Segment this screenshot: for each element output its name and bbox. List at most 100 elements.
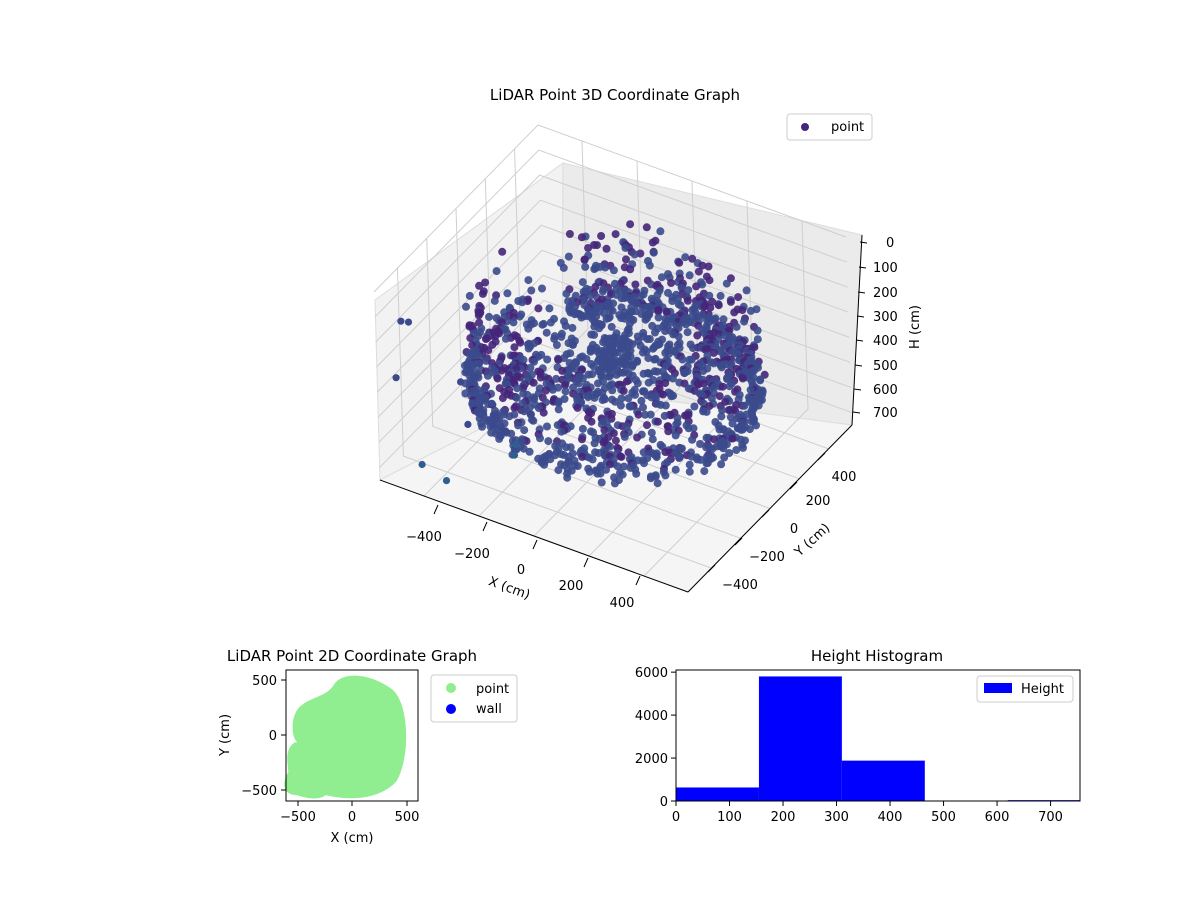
cloud-point (611, 230, 620, 239)
legend-3d: point (786, 113, 873, 141)
cloud-point (524, 344, 533, 353)
cloud-point (696, 440, 705, 448)
cloud-point (595, 324, 604, 333)
cloud-point (626, 220, 635, 229)
cloud-point (656, 227, 665, 236)
cloud-point (604, 372, 613, 381)
cloud-point (601, 263, 610, 272)
cloud-point (684, 286, 693, 295)
cloud-point (632, 469, 641, 478)
legend-label-point: point (831, 120, 864, 135)
x-tick-label-2d: 500 (395, 810, 420, 825)
cloud-point (490, 296, 499, 305)
cloud-point (505, 412, 514, 421)
cloud-point (617, 294, 626, 303)
cloud-point (726, 413, 735, 422)
cloud-point (561, 387, 570, 396)
cloud-point (501, 334, 510, 343)
cloud-point (544, 437, 553, 446)
outlier-point (397, 317, 405, 325)
histogram-title: Height Histogram (811, 647, 943, 665)
cloud-point (598, 396, 607, 404)
cloud-point (540, 460, 549, 469)
cloud-point (644, 378, 653, 387)
cloud-point (675, 258, 684, 267)
cloud-point (512, 393, 521, 402)
cloud-point (720, 453, 729, 462)
cloud-point (611, 436, 620, 445)
plot-3d: LiDAR Point 3D Coordinate Graph −400 −20… (373, 86, 923, 611)
cloud-point (578, 424, 587, 433)
y-tick-label-2d: 0 (269, 729, 277, 744)
cloud-point (514, 421, 523, 430)
cloud-point (597, 478, 606, 487)
cloud-point (620, 462, 628, 471)
cloud-point (543, 355, 552, 364)
cloud-point (649, 344, 657, 353)
cloud-point (665, 448, 674, 457)
cloud-point (597, 232, 606, 240)
x-axis-label-2d: X (cm) (331, 831, 374, 846)
histogram-x-tick-label: 0 (672, 810, 680, 825)
cloud-point (719, 315, 728, 324)
histogram-x-tick-label: 500 (931, 810, 956, 825)
cloud-point (602, 314, 611, 323)
cloud-point (654, 307, 663, 316)
cloud-point (683, 296, 692, 305)
legend-histogram: Height (976, 675, 1074, 703)
cloud-point (685, 271, 694, 280)
y-tick-label: 0 (790, 522, 798, 537)
histogram-y-ticks: 0 2000 4000 6000 (635, 666, 676, 810)
outlier-point (464, 420, 472, 428)
cloud-point (682, 320, 690, 329)
cloud-point (641, 315, 650, 324)
cloud-point (653, 417, 662, 426)
legend-label-height: Height (1021, 682, 1064, 697)
cloud-point (483, 371, 492, 380)
cloud-point (577, 313, 586, 322)
cloud-point (554, 466, 563, 475)
cloud-point (745, 425, 754, 434)
cloud-point (709, 359, 718, 368)
cloud-point (633, 299, 641, 308)
cloud-point (646, 410, 655, 419)
cloud-point (638, 303, 647, 312)
cloud-point (646, 474, 655, 483)
cloud-point (612, 370, 621, 379)
cloud-point (520, 426, 529, 435)
cloud-point (570, 310, 579, 319)
cloud-point (715, 392, 724, 401)
histogram-y-tick-label: 4000 (635, 709, 668, 724)
cloud-point (705, 276, 714, 285)
cloud-point (478, 289, 487, 298)
cloud-point (509, 318, 518, 327)
x-tick-label-2d: −500 (280, 810, 316, 825)
cloud-point (539, 408, 548, 417)
cloud-point (586, 291, 595, 300)
cloud-point (626, 265, 635, 274)
cloud-point (617, 452, 626, 461)
cloud-point (690, 402, 699, 411)
cloud-point (709, 348, 718, 357)
cloud-point (569, 340, 577, 349)
z-ticks-3d: 0 100 200 300 400 500 600 700 H (cm) (852, 236, 923, 421)
cloud-point (628, 362, 637, 371)
cloud-point (578, 278, 587, 287)
cloud-point (668, 374, 677, 383)
cloud-point (662, 308, 671, 317)
cloud-point (685, 355, 694, 364)
cloud-point (565, 230, 574, 238)
cloud-point (587, 417, 596, 426)
cloud-point (546, 318, 555, 327)
cloud-point (585, 467, 594, 476)
outlier-point (418, 460, 426, 469)
cloud-point (573, 403, 582, 412)
cloud-point (639, 403, 647, 412)
cloud-point (642, 223, 651, 232)
cloud-point (513, 384, 522, 393)
cloud-point (462, 302, 470, 311)
plot-2d: LiDAR Point 2D Coordinate Graph −500 0 5… (218, 647, 518, 846)
point-cloud-2d (284, 675, 407, 799)
cloud-point (722, 279, 731, 288)
cloud-point (661, 327, 670, 336)
